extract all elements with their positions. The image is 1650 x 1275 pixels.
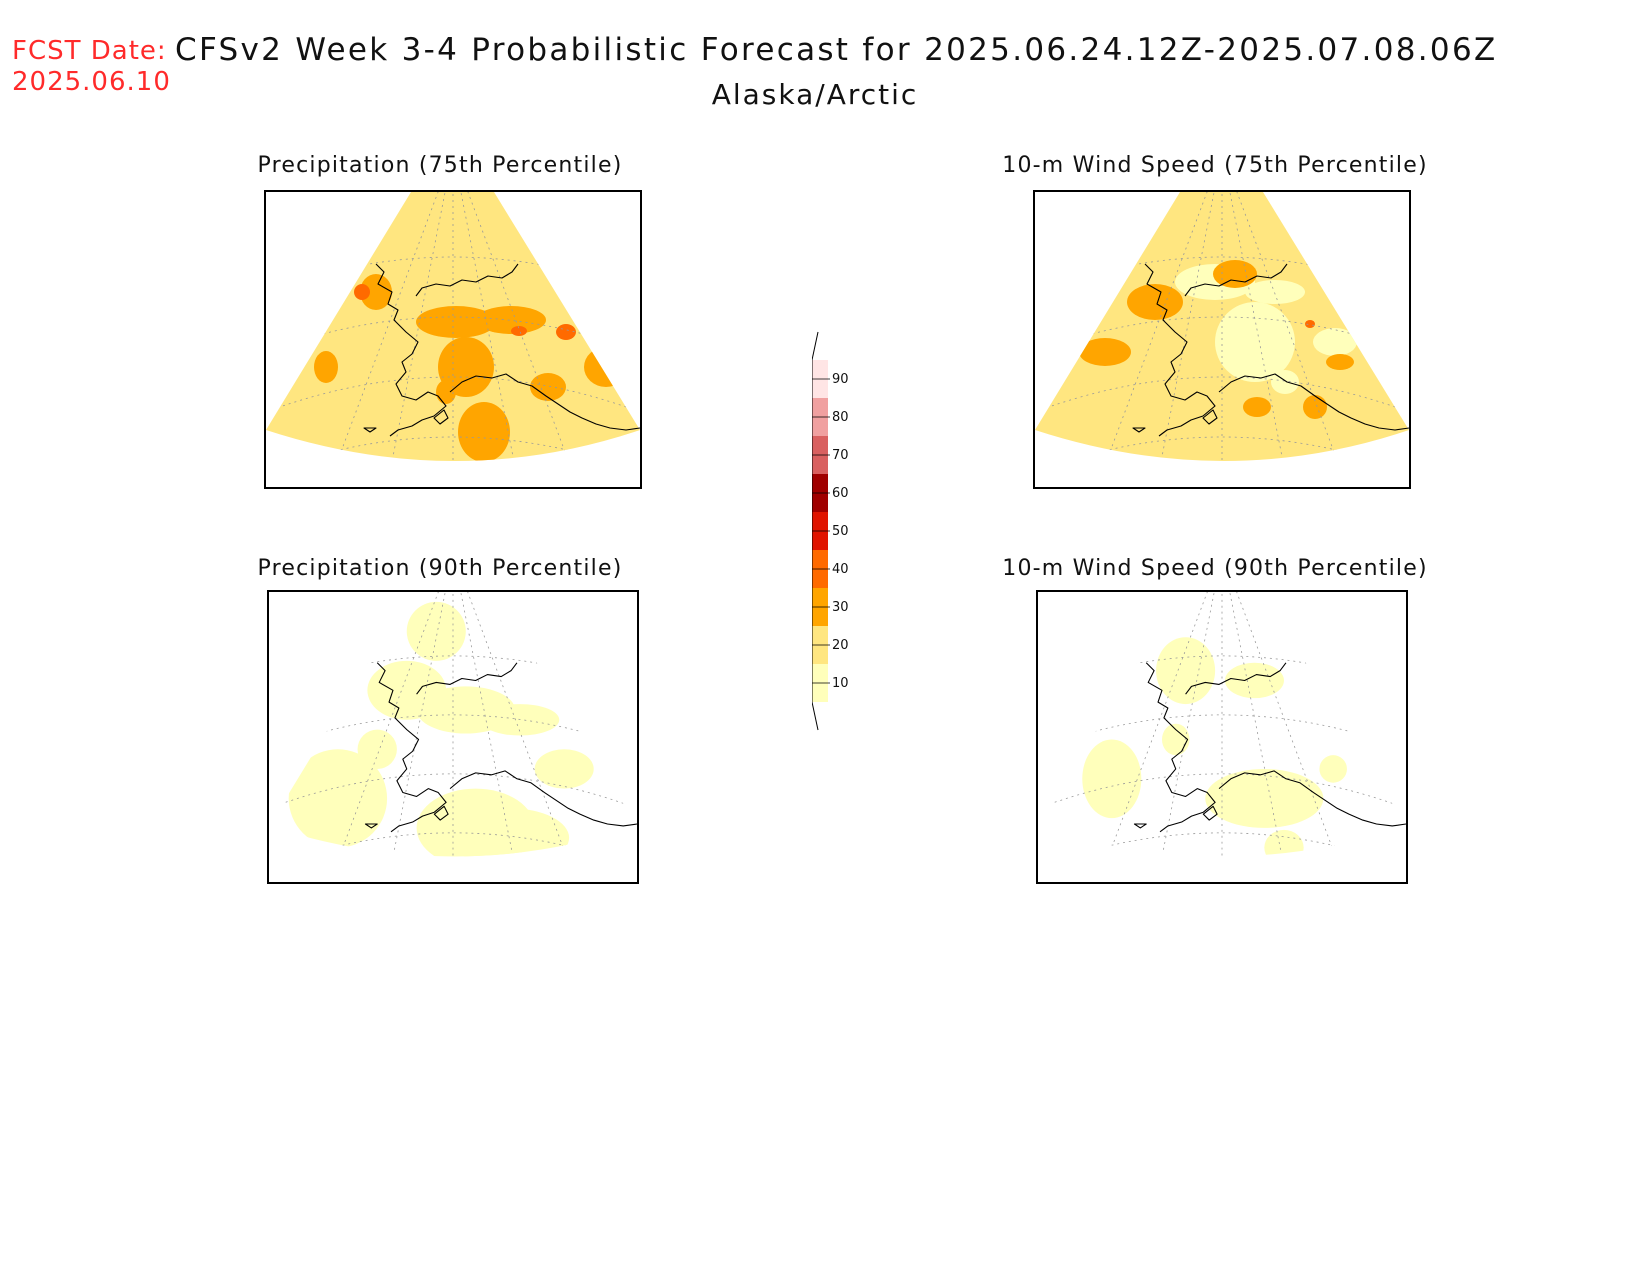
panel-title-precip-90: Precipitation (90th Percentile) [257,556,623,581]
contour-area [1156,637,1216,705]
map-precip-90 [269,592,637,857]
contour-area [511,326,527,336]
contour-area [476,306,546,334]
graticule-line [1038,773,1406,809]
colorbar-tick-label: 30 [832,600,849,615]
region-subtitle: Alaska/Arctic [711,78,919,111]
graticule-line [452,592,520,857]
contour-area [1313,328,1357,356]
graticule-line [1096,592,1223,857]
graticule-line [269,773,637,809]
colorbar: 10 20 30 40 50 60 70 80 90 [811,331,849,731]
page-title: CFSv2 Week 3-4 Probabilistic Forecast fo… [175,32,1498,68]
colorbar-tick-label: 70 [832,448,849,463]
map-panel-wind-90 [1036,590,1408,884]
contour-area [1319,755,1347,783]
colorbar-tick-label: 90 [832,372,849,387]
contour-area [436,380,456,404]
probability-contours [269,592,637,857]
probability-contours [266,192,640,461]
colorbar-top-cap [811,331,819,361]
map-panel-precip-75 [264,190,642,489]
contour-area [314,351,338,383]
colorbar-tick-label: 40 [832,562,849,577]
graticule-line [386,592,454,857]
contour-area [451,808,570,857]
contour-area [438,337,494,397]
graticule-line [452,192,521,461]
contour-area [1213,260,1257,288]
contour-area [1079,338,1131,366]
colorbar-bottom-cap [811,701,819,731]
contour-area [1082,739,1142,819]
contour-area [357,729,397,769]
colorbar-tick-label: 20 [832,638,849,653]
contour-area [360,274,392,310]
contour-area [354,284,370,300]
alaska-coastline [1132,263,1409,437]
alaska-coastline [1133,662,1406,833]
contour-area [1127,284,1183,320]
contour-area [1161,723,1190,756]
contour-area [406,601,466,661]
colorbar-tick-label: 50 [832,524,849,539]
graticule-line [385,192,454,461]
contour-area [458,402,510,461]
contour-area [1245,280,1305,304]
colorbar-tick-label: 10 [832,676,849,691]
contour-area [288,749,388,848]
graticule-line [1155,592,1223,857]
panel-title-wind-90: 10-m Wind Speed (90th Percentile) [1002,556,1428,581]
graticule-line [452,192,581,461]
alaska-coastline [364,662,637,833]
map-wind-75 [1035,192,1409,461]
map-wind-90 [1038,592,1406,857]
graticule-line [327,592,454,857]
map-precip-75 [266,192,640,461]
contour-area [530,373,566,401]
contour-area [1215,302,1295,382]
graticule-line [1035,376,1409,413]
forecast-date-label: FCST Date: [12,36,167,66]
map-panel-wind-75 [1033,190,1411,489]
graticule-line [325,192,454,461]
contour-area [1243,397,1271,417]
contour-area [1264,829,1304,857]
graticule-line [1221,592,1289,857]
probability-contours [1035,192,1409,461]
alaska-coastline [363,263,640,437]
map-panel-precip-90 [267,590,639,884]
contour-area [584,347,628,387]
colorbar-tick-label: 80 [832,410,849,425]
contour-area [1305,320,1315,328]
graticule-line [1221,592,1348,857]
colorbar-legend: 10 20 30 40 50 60 70 80 90 [811,330,892,750]
graticule-line [1221,192,1290,461]
contour-area [1303,395,1327,419]
graticule-line [266,376,640,413]
contour-area [416,306,496,338]
contour-area [1205,768,1324,828]
contour-area [534,749,594,789]
panel-title-wind-75: 10-m Wind Speed (75th Percentile) [1002,153,1428,178]
graticule-line [1154,192,1223,461]
graticule-line [1221,192,1350,461]
graticule-line [1094,192,1223,461]
graticule-line [452,592,579,857]
colorbar-tick-label: 60 [832,486,849,501]
contour-area [1326,354,1354,370]
panel-title-precip-75: Precipitation (75th Percentile) [257,153,623,178]
forecast-date-block: FCST Date: 2025.06.10 [12,36,171,98]
forecast-date-value: 2025.06.10 [12,67,171,97]
contour-area [1224,662,1284,699]
contour-area [556,324,576,340]
